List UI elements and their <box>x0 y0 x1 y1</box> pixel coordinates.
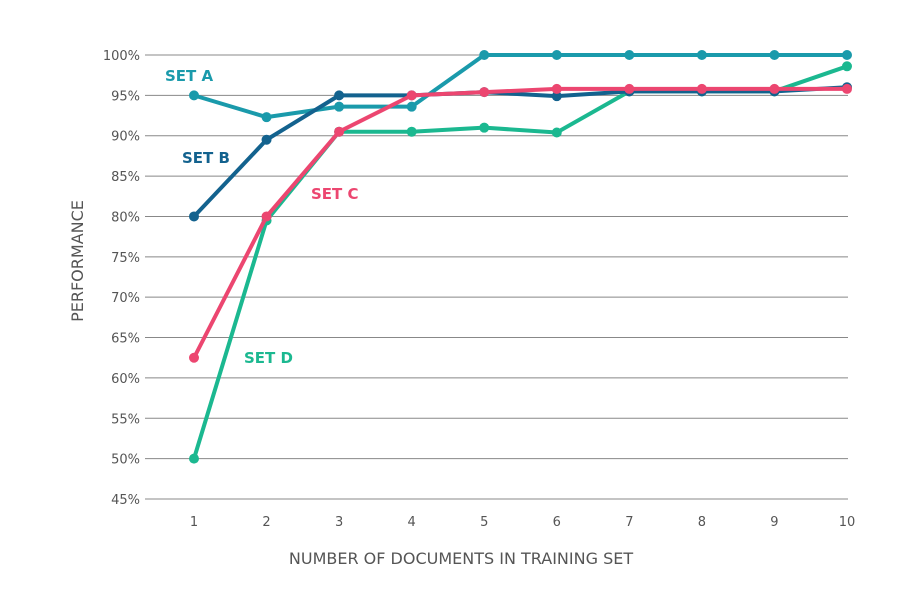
y-axis-title: PERFORMANCE <box>68 200 87 322</box>
x-tick-label: 4 <box>408 515 416 530</box>
data-point <box>624 50 635 60</box>
data-point <box>551 50 562 60</box>
series-line <box>193 53 847 120</box>
data-point <box>261 211 272 222</box>
data-point <box>696 83 707 94</box>
data-point <box>334 101 345 112</box>
y-tick-label: 50% <box>111 453 140 468</box>
data-point <box>551 127 562 138</box>
y-tick-label: 75% <box>111 251 140 266</box>
data-point <box>769 50 780 60</box>
data-point <box>769 83 780 94</box>
y-tick-label: 65% <box>111 332 140 347</box>
y-tick-label: 90% <box>111 130 140 145</box>
data-point <box>189 211 199 222</box>
data-point <box>696 50 707 60</box>
data-point <box>842 50 852 60</box>
data-point <box>189 453 199 464</box>
series-label: SET C <box>311 185 359 203</box>
grid-lines <box>145 54 848 500</box>
x-tick-label: 2 <box>262 515 270 530</box>
data-point <box>261 134 272 145</box>
data-point <box>406 126 417 137</box>
x-tick-label: 3 <box>335 515 343 530</box>
series-set-d <box>189 61 852 464</box>
data-point <box>406 101 417 112</box>
y-tick-label: 80% <box>111 210 140 225</box>
data-point <box>189 352 199 363</box>
y-tick-label: 60% <box>111 372 140 387</box>
x-tick-label: 6 <box>553 515 561 530</box>
x-tick-label: 5 <box>480 515 488 530</box>
x-tick-label: 8 <box>698 515 706 530</box>
data-point <box>334 90 345 101</box>
y-tick-label: 45% <box>111 493 140 508</box>
series-set-c <box>189 83 852 363</box>
y-tick-label: 95% <box>111 89 140 104</box>
series-label: SET D <box>244 349 293 367</box>
series-line <box>192 85 848 218</box>
data-point <box>479 122 490 133</box>
series-set-b <box>189 82 852 222</box>
data-point <box>189 90 199 101</box>
data-point <box>551 83 562 94</box>
data-point <box>334 126 345 137</box>
y-tick-labels: 45% 50% 55% 60% 65% 70% 75% 80% 85% 90% 95% 100% <box>103 49 140 508</box>
data-point <box>842 83 852 94</box>
series-labels: SET A SET B SET C SET D <box>165 67 359 367</box>
x-tick-labels: 1 2 3 4 5 6 7 8 9 10 <box>190 515 855 530</box>
data-point <box>406 90 417 101</box>
data-point <box>842 61 852 72</box>
y-tick-label: 85% <box>111 170 140 185</box>
series-line <box>192 86 847 359</box>
data-point <box>551 91 562 102</box>
x-tick-label: 7 <box>625 515 633 530</box>
series-set-a <box>189 50 852 123</box>
data-point <box>261 112 272 123</box>
data-point <box>479 50 490 60</box>
x-axis-title: NUMBER OF DOCUMENTS IN TRAINING SET <box>289 549 633 568</box>
x-tick-label: 9 <box>770 515 778 530</box>
series-label: SET B <box>182 149 230 167</box>
y-tick-label: 70% <box>111 291 140 306</box>
x-tick-label: 10 <box>839 515 856 530</box>
series-group <box>189 50 852 464</box>
data-point <box>479 87 490 98</box>
y-tick-label: 100% <box>103 49 140 64</box>
series-label: SET A <box>165 67 214 85</box>
y-tick-label: 55% <box>111 412 140 427</box>
data-point <box>624 83 635 94</box>
x-tick-label: 1 <box>190 515 198 530</box>
